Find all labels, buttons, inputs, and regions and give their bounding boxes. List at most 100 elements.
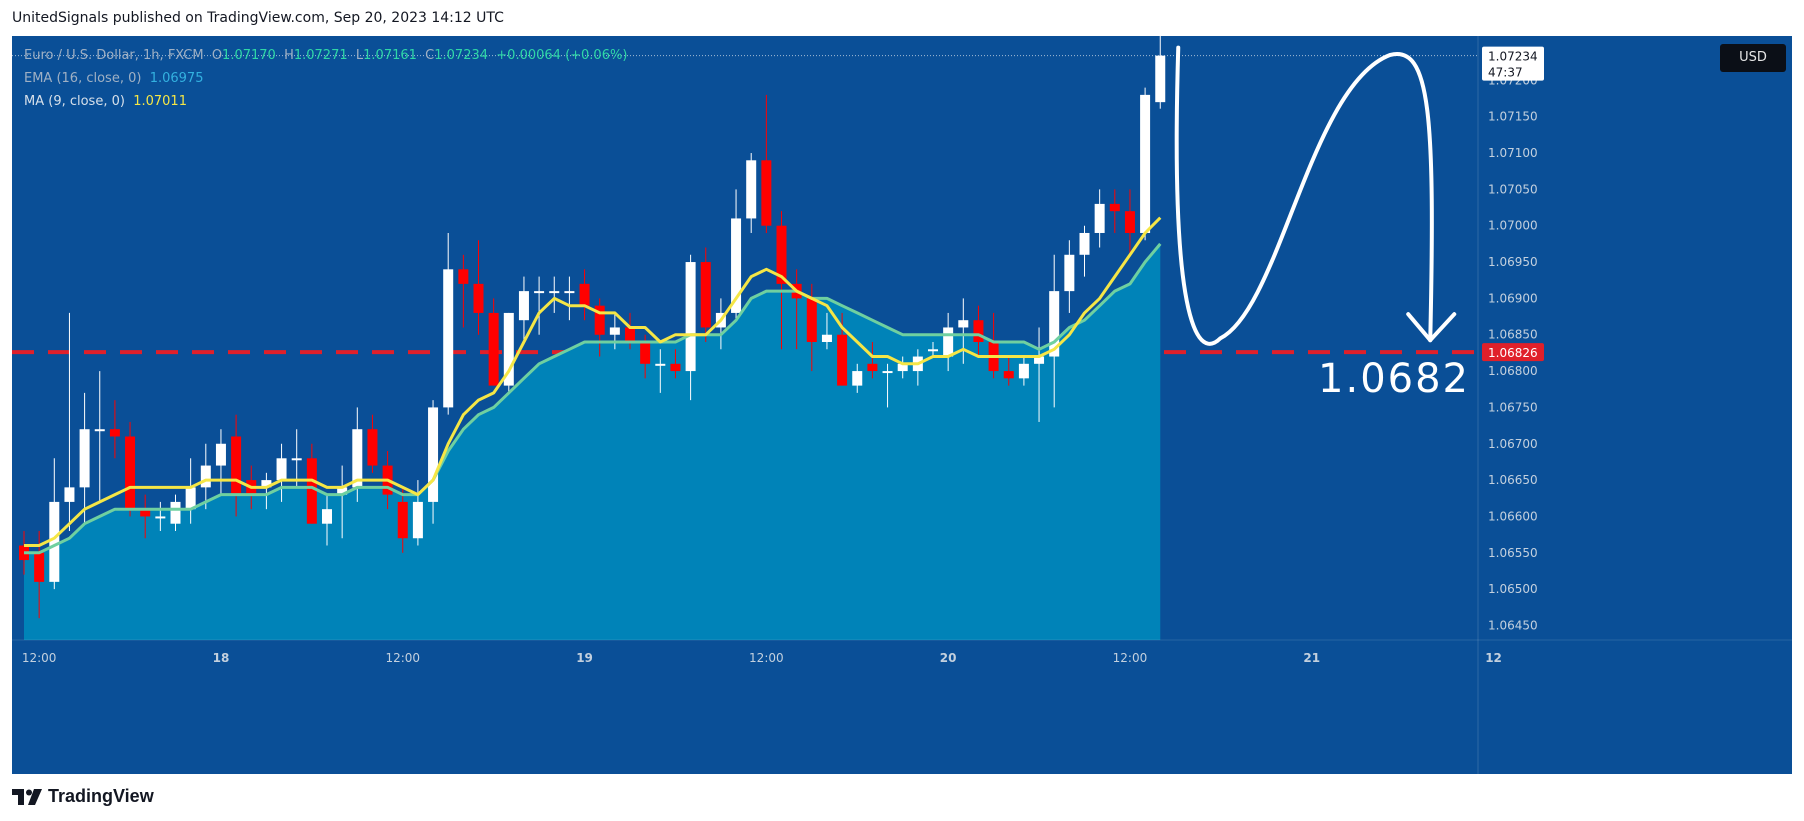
candle-body [322,509,332,524]
time-tick-label: 21 [1303,651,1320,665]
time-tick-label: 12:00 [1113,651,1148,665]
legend-ohlc: Euro / U.S. Dollar, 1h, FXCM O1.07170 H1… [24,48,628,63]
current-price-label: 1.07234 [1488,50,1538,64]
candle-body [594,305,605,335]
time-tick-label: 12:00 [385,651,420,665]
candle-body [1018,363,1029,379]
price-tick-label: 1.06550 [1488,546,1538,560]
candle-body [49,501,60,582]
legend-ema[interactable]: EMA (16, close, 0) 1.06975 [24,67,627,90]
projection-arrow [1174,45,1434,346]
ema-area-fill [24,243,1161,640]
time-tick-label: 19 [576,651,593,665]
candle-body [731,218,742,313]
price-tick-label: 1.06500 [1488,582,1538,596]
high-value: 1.07271 [293,48,348,63]
price-tick-label: 1.06450 [1488,618,1538,632]
candle-body [64,487,75,502]
ema-name: EMA (16, close, 0) [24,71,142,86]
candle-body [852,371,863,386]
candle-body [943,327,954,357]
price-tick-label: 1.06850 [1488,328,1538,342]
price-tick-label: 1.07000 [1488,219,1538,233]
price-tick-label: 1.06700 [1488,437,1538,451]
candle-body [1155,55,1166,103]
candle-body [155,516,166,519]
candle-body [140,509,151,517]
price-tick-label: 1.07050 [1488,182,1538,196]
candle-body [276,458,287,481]
candle-body [700,262,711,328]
candle-body [746,160,757,219]
candle-body [306,458,317,524]
current-price-tag [1482,46,1544,81]
candle-body [882,371,893,374]
candle-body [837,334,848,386]
price-tick-label: 1.06950 [1488,255,1538,269]
time-tick-label: 18 [213,651,230,665]
symbol-title[interactable]: Euro / U.S. Dollar, 1h, FXCM [24,48,204,63]
candle-body [928,349,938,352]
candle-body [170,501,181,524]
candle-body [428,407,439,502]
candle-body [761,160,772,226]
target-price-label: 1.06826 [1488,346,1538,360]
candle-body [109,429,120,437]
candle-body [518,291,529,321]
brand-name: TradingView [48,786,154,806]
candlestick-chart[interactable]: 1.0682 1.06450 1.06500 1.06550 1.06600 1.066… [12,36,1792,774]
bar-countdown-label: 47:37 [1488,66,1523,80]
candle-body [200,465,211,488]
candle-body [1124,211,1135,233]
candle-body [806,298,817,342]
candle-body [1094,203,1105,233]
candle-body [291,458,302,461]
indicator-lines [24,216,1162,555]
price-tick-label: 1.06750 [1488,400,1538,414]
price-tick-label: 1.06900 [1488,291,1538,305]
ma-value: 1.07011 [133,94,187,109]
tradingview-logo-icon [12,788,42,805]
price-tick-label: 1.06600 [1488,509,1538,523]
chart-pane[interactable]: 1.0682 1.06450 1.06500 1.06550 1.06600 1.066… [12,36,1792,774]
price-tick-label: 1.07100 [1488,146,1538,160]
candle-body [34,552,45,582]
price-tick-label: 1.06650 [1488,473,1538,487]
candle-body [1049,291,1060,357]
candle-body [1109,203,1120,212]
candle-body [337,487,348,495]
arrow-head [1406,312,1457,343]
candle-body [534,291,545,294]
currency-button[interactable]: USD [1720,44,1786,72]
candle-body [215,443,226,466]
open-value: 1.07170 [222,48,276,63]
candle-body [625,327,635,342]
publisher-line: UnitedSignals published on TradingView.c… [12,10,504,26]
candle-body [1079,232,1090,255]
candle-body [367,429,378,466]
candle-body [897,363,908,372]
target-price-tag [1482,343,1544,362]
legend-ma[interactable]: MA (9, close, 0) 1.07011 [24,90,627,113]
axes: 1.06450 1.06500 1.06550 1.06600 1.06650 1.067… [12,36,1792,774]
ema-area [24,243,1161,640]
ema-value: 1.06975 [149,71,204,86]
chart-legend: Euro / U.S. Dollar, 1h, FXCM O1.07170 H1… [24,44,627,113]
candle-body [443,269,454,408]
candle-body [1034,356,1045,364]
candle-body [973,320,984,342]
candle-body [821,334,832,342]
candle-body [473,283,484,313]
low-value: 1.07161 [363,48,417,63]
candle-body [412,501,423,539]
candle-body [261,480,272,488]
candle-body [458,269,469,284]
close-value: 1.07234 [434,48,489,63]
tradingview-logo[interactable]: TradingView [12,786,154,807]
candle-body [231,436,242,495]
candle-body [397,501,408,539]
drawings: 1.0682 [1174,45,1468,402]
price-tick-label: 1.07150 [1488,110,1538,124]
time-tick-label: 12:00 [749,651,784,665]
candle-body [655,363,666,366]
